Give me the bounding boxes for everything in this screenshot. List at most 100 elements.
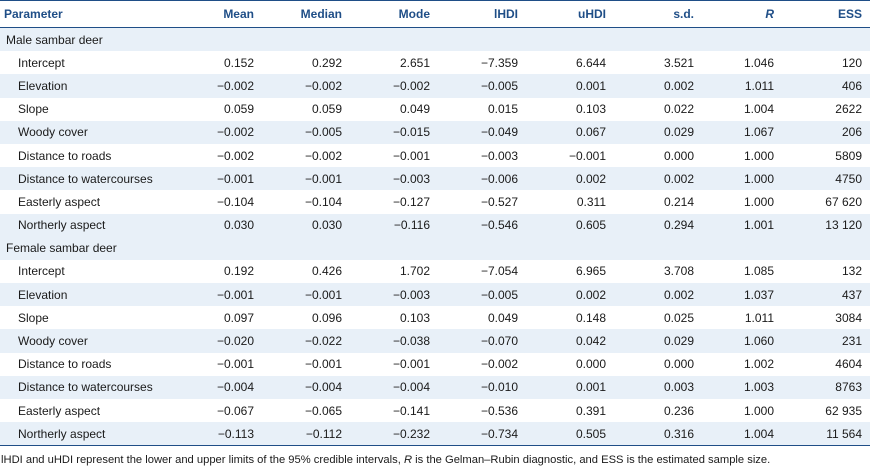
table-row: Slope 0.097 0.096 0.103 0.049 0.148 0.025 1.011… bbox=[0, 306, 870, 329]
table-row: Slope 0.059 0.059 0.049 0.015 0.103 0.022 1.004… bbox=[0, 98, 870, 121]
parameter-name: Elevation bbox=[0, 74, 174, 98]
table-row: Intercept 0.192 0.426 1.702 −7.054 6.965 3.708… bbox=[0, 260, 870, 283]
value-cell: −0.734 bbox=[438, 422, 526, 447]
value-cell: 0.022 bbox=[663, 102, 694, 117]
value-cell: −0.003 bbox=[480, 148, 518, 163]
value-cell: 0.059 bbox=[311, 102, 342, 117]
header-median: Median bbox=[262, 0, 350, 28]
value-cell: −0.015 bbox=[350, 120, 438, 144]
table-footnote: lHDI and uHDI represent the lower and up… bbox=[0, 446, 870, 466]
value-cell: −0.049 bbox=[438, 120, 526, 144]
parameter-name: Northerly aspect bbox=[0, 422, 174, 447]
value-cell: 0.000 bbox=[663, 357, 694, 372]
parameter-name: Easterly aspect bbox=[18, 194, 101, 209]
value-cell: 2.651 bbox=[399, 55, 430, 70]
value-cell: 1.000 bbox=[702, 167, 782, 191]
table-row: Northerly aspect 0.030 0.030 −0.116 −0.546 0.… bbox=[0, 213, 870, 237]
value-cell: 1.000 bbox=[743, 148, 774, 163]
value-cell: −0.038 bbox=[350, 329, 438, 353]
value-cell: 0.030 bbox=[262, 213, 350, 237]
value-cell: −0.004 bbox=[262, 375, 350, 399]
value-cell: 1.001 bbox=[702, 213, 782, 237]
header-ess: ESS bbox=[782, 0, 870, 28]
value-cell: 2622 bbox=[835, 102, 862, 117]
value-cell: 1.060 bbox=[702, 329, 782, 353]
value-cell: 0.505 bbox=[526, 422, 614, 447]
value-cell: −7.054 bbox=[480, 264, 518, 279]
parameter-name: Distance to roads bbox=[18, 148, 112, 163]
table-row: Distance to watercourses −0.004 −0.004 −0.0… bbox=[0, 375, 870, 399]
group-label: Male sambar deer bbox=[0, 27, 870, 52]
value-cell: 1.702 bbox=[399, 264, 430, 279]
value-cell: 0.152 bbox=[223, 55, 254, 70]
value-cell: −0.003 bbox=[350, 167, 438, 191]
value-cell: −0.003 bbox=[350, 283, 438, 307]
value-cell: 6.965 bbox=[575, 264, 606, 279]
value-cell: −7.359 bbox=[480, 55, 518, 70]
parameter-name: Distance to watercourses bbox=[0, 375, 174, 399]
table-row: Easterly aspect −0.067 −0.065 −0.141 −0.536 0… bbox=[0, 399, 870, 422]
value-cell: −0.113 bbox=[174, 422, 262, 447]
value-cell: 0.003 bbox=[614, 375, 702, 399]
table-row: Woody cover −0.002 −0.005 −0.015 −0.049 0.067… bbox=[0, 120, 870, 144]
value-cell: 231 bbox=[782, 329, 870, 353]
value-cell: −0.001 bbox=[262, 167, 350, 191]
value-cell: −0.001 bbox=[392, 357, 430, 372]
value-cell: 3.708 bbox=[663, 264, 694, 279]
parameter-name: Northerly aspect bbox=[0, 213, 174, 237]
table-row: Elevation −0.001 −0.001 −0.003 −0.005 0.002 0.… bbox=[0, 283, 870, 307]
footnote-part2: is the Gelman–Rubin diagnostic, and ESS … bbox=[412, 454, 771, 467]
value-cell: 11 564 bbox=[782, 422, 870, 447]
value-cell: −0.002 bbox=[480, 357, 518, 372]
posterior-summary-table: Parameter Mean Median Mode lHDI uHDI s.d… bbox=[0, 0, 870, 447]
value-cell: 1.046 bbox=[743, 55, 774, 70]
header-mode: Mode bbox=[350, 0, 438, 28]
value-cell: 0.192 bbox=[223, 264, 254, 279]
parameter-name: Elevation bbox=[0, 283, 174, 307]
value-cell: −0.070 bbox=[438, 329, 526, 353]
value-cell: 3.521 bbox=[663, 55, 694, 70]
value-cell: −0.536 bbox=[480, 403, 518, 418]
value-cell: 0.002 bbox=[614, 167, 702, 191]
value-cell: 0.029 bbox=[614, 329, 702, 353]
value-cell: −0.127 bbox=[392, 194, 430, 209]
parameter-name: Intercept bbox=[18, 264, 65, 279]
value-cell: −0.001 bbox=[304, 357, 342, 372]
header-lhdi: lHDI bbox=[438, 0, 526, 28]
table-row: Distance to roads −0.002 −0.002 −0.001 −0.00… bbox=[0, 144, 870, 167]
value-cell: −0.004 bbox=[350, 375, 438, 399]
value-cell: 1.011 bbox=[744, 310, 774, 325]
value-cell: 0.103 bbox=[399, 310, 430, 325]
footnote-part1: lHDI and uHDI represent the lower and up… bbox=[1, 454, 404, 467]
value-cell: −0.005 bbox=[438, 74, 526, 98]
value-cell: −0.002 bbox=[262, 74, 350, 98]
value-cell: 0.002 bbox=[526, 167, 614, 191]
value-cell: 3084 bbox=[835, 310, 862, 325]
parameter-name: Woody cover bbox=[0, 329, 174, 353]
value-cell: 1.011 bbox=[702, 74, 782, 98]
value-cell: 1.000 bbox=[743, 403, 774, 418]
table-row: Distance to roads −0.001 −0.001 −0.001 −0.00… bbox=[0, 353, 870, 376]
table-header: Parameter Mean Median Mode lHDI uHDI s.d… bbox=[0, 0, 870, 28]
value-cell: −0.020 bbox=[174, 329, 262, 353]
value-cell: 8763 bbox=[782, 375, 870, 399]
value-cell: 0.000 bbox=[663, 148, 694, 163]
value-cell: 0.426 bbox=[311, 264, 342, 279]
value-cell: 0.103 bbox=[575, 102, 606, 117]
group-label: Female sambar deer bbox=[0, 236, 870, 260]
value-cell: 0.605 bbox=[526, 213, 614, 237]
table-row: Distance to watercourses −0.001 −0.001 −0.0… bbox=[0, 167, 870, 191]
group-row: Male sambar deer bbox=[0, 27, 870, 52]
value-cell: 132 bbox=[841, 264, 862, 279]
value-cell: 0.002 bbox=[614, 74, 702, 98]
table-body: Male sambar deer Intercept 0.152 0.292 2.651… bbox=[0, 27, 870, 447]
value-cell: −0.104 bbox=[216, 194, 254, 209]
value-cell: 0.001 bbox=[526, 375, 614, 399]
value-cell: 0.059 bbox=[223, 102, 254, 117]
value-cell: 0.000 bbox=[575, 357, 606, 372]
value-cell: 1.000 bbox=[743, 194, 774, 209]
value-cell: −0.001 bbox=[262, 283, 350, 307]
footnote-r-symbol: R bbox=[403, 454, 413, 467]
value-cell: −0.022 bbox=[262, 329, 350, 353]
value-cell: 67 620 bbox=[825, 194, 862, 209]
